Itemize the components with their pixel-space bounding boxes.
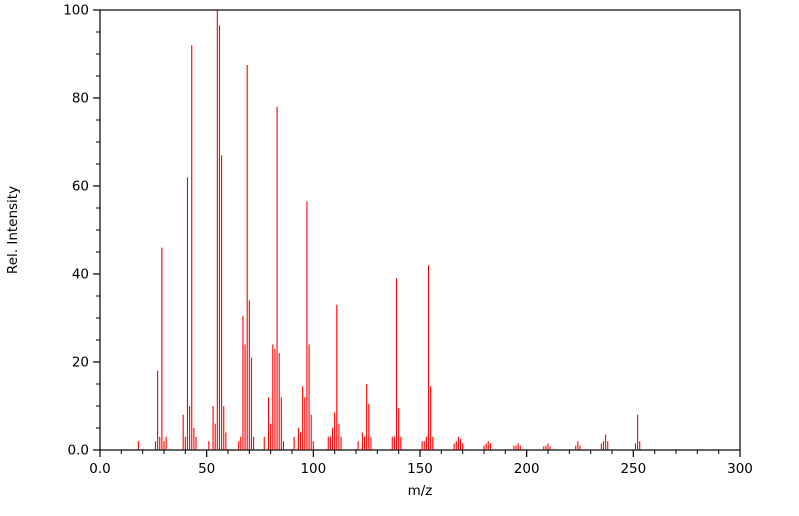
axis-ticks xyxy=(93,9,741,457)
x-axis-label: m/z xyxy=(408,483,433,499)
y-tick-label: 20 xyxy=(72,355,89,371)
y-tick-label: 80 xyxy=(72,91,89,107)
y-tick-label: 60 xyxy=(72,179,89,195)
x-tick-labels: 0.0 50 100 150 200 250 300 xyxy=(89,461,753,477)
x-tick-label: 100 xyxy=(300,461,326,477)
x-tick-label: 250 xyxy=(620,461,646,477)
y-tick-label: 0.0 xyxy=(68,443,89,459)
y-tick-labels: 0.0 20 40 60 80 100 xyxy=(63,3,89,459)
y-tick-label: 40 xyxy=(72,267,89,283)
y-tick-label: 100 xyxy=(63,3,89,19)
x-tick-label: 200 xyxy=(514,461,540,477)
x-tick-label: 0.0 xyxy=(89,461,110,477)
x-tick-label: 300 xyxy=(727,461,753,477)
spectrum-peaks xyxy=(137,10,641,450)
y-axis-label: Rel. Intensity xyxy=(5,186,21,274)
plot-frame xyxy=(99,9,741,451)
x-tick-label: 150 xyxy=(407,461,433,477)
x-tick-label: 50 xyxy=(198,461,215,477)
